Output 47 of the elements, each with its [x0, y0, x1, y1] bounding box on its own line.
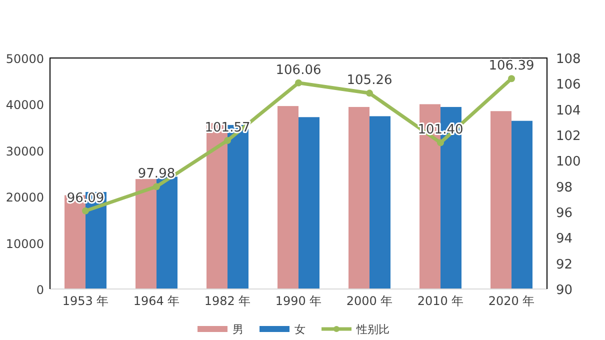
y-tick-label: 40000	[6, 98, 44, 112]
point	[508, 75, 515, 82]
bar	[278, 106, 298, 289]
y2-tick-label: 96	[556, 206, 573, 221]
y-tick-label: 30000	[6, 144, 44, 158]
y-tick-label: 10000	[6, 236, 44, 251]
bar	[490, 111, 512, 289]
y2-tick-label: 90	[556, 283, 573, 298]
x-tick-label: 2010 年	[417, 294, 464, 308]
data-label: 106.06	[276, 62, 322, 78]
bar	[512, 120, 532, 289]
y-tick-label: 20000	[6, 190, 44, 205]
y-tick-label: 50000	[6, 52, 44, 66]
y2-tick-label: 92	[556, 257, 573, 272]
point	[295, 79, 302, 86]
point	[153, 183, 160, 190]
y2-tick-label: 104	[556, 103, 581, 118]
data-label: 97.98	[138, 166, 176, 182]
x-tick-label: 2020 年	[488, 294, 535, 308]
data-label: 106.39	[488, 58, 534, 74]
y2-tick-label: 106	[556, 78, 581, 93]
x-tick-label: 2000 年	[346, 294, 393, 308]
y2-tick-label: 98	[556, 180, 573, 196]
data-label: 105.26	[346, 73, 392, 88]
point	[82, 207, 89, 214]
y-tick-label: 0	[36, 283, 44, 297]
data-label: 101.40	[418, 122, 464, 138]
bar	[370, 116, 390, 289]
legend-label: 性别比	[356, 323, 390, 336]
bar	[136, 179, 156, 289]
point	[224, 137, 231, 144]
bar	[156, 176, 178, 289]
bar	[298, 117, 320, 289]
point	[366, 90, 373, 97]
data-label: 96.09	[66, 190, 104, 206]
x-tick-label: 1982 年	[204, 294, 251, 308]
y2-tick-label: 94	[556, 232, 573, 247]
y2-tick-label: 100	[556, 154, 581, 170]
bar	[348, 106, 370, 289]
x-tick-label: 1953 年	[62, 294, 109, 308]
point	[437, 139, 444, 146]
x-tick-label: 1990 年	[275, 294, 322, 308]
legend-label: 男	[232, 323, 244, 336]
y2-tick-label: 102	[556, 129, 581, 144]
y2-tick-label: 108	[556, 52, 581, 67]
x-tick-label: 1964 年	[133, 294, 180, 308]
legend-label: 女	[294, 323, 306, 336]
